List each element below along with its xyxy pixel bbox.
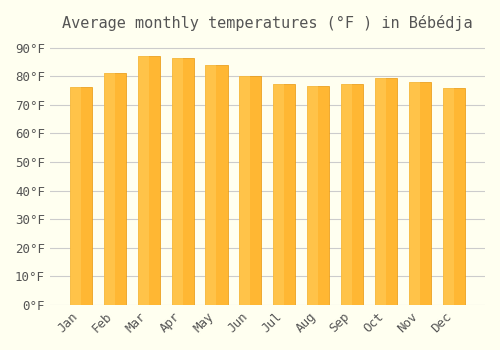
Bar bbox=[375, 78, 386, 305]
Bar bbox=[274, 84, 284, 305]
Title: Average monthly temperatures (°F ) in Bébédja: Average monthly temperatures (°F ) in Bé… bbox=[62, 15, 472, 31]
Bar bbox=[138, 56, 148, 305]
Bar bbox=[342, 84, 352, 305]
Bar bbox=[70, 88, 92, 305]
Bar bbox=[308, 86, 318, 305]
Bar bbox=[206, 65, 216, 305]
Bar bbox=[240, 76, 250, 305]
Bar bbox=[172, 58, 182, 305]
Bar bbox=[308, 86, 330, 305]
Bar bbox=[375, 78, 398, 305]
Bar bbox=[70, 88, 80, 305]
Bar bbox=[172, 58, 194, 305]
Bar bbox=[104, 72, 115, 305]
Bar bbox=[443, 88, 465, 305]
Bar bbox=[138, 56, 160, 305]
Bar bbox=[206, 65, 228, 305]
Bar bbox=[409, 82, 420, 305]
Bar bbox=[274, 84, 295, 305]
Bar bbox=[443, 88, 454, 305]
Bar bbox=[104, 72, 126, 305]
Bar bbox=[409, 82, 432, 305]
Bar bbox=[240, 76, 262, 305]
Bar bbox=[342, 84, 363, 305]
